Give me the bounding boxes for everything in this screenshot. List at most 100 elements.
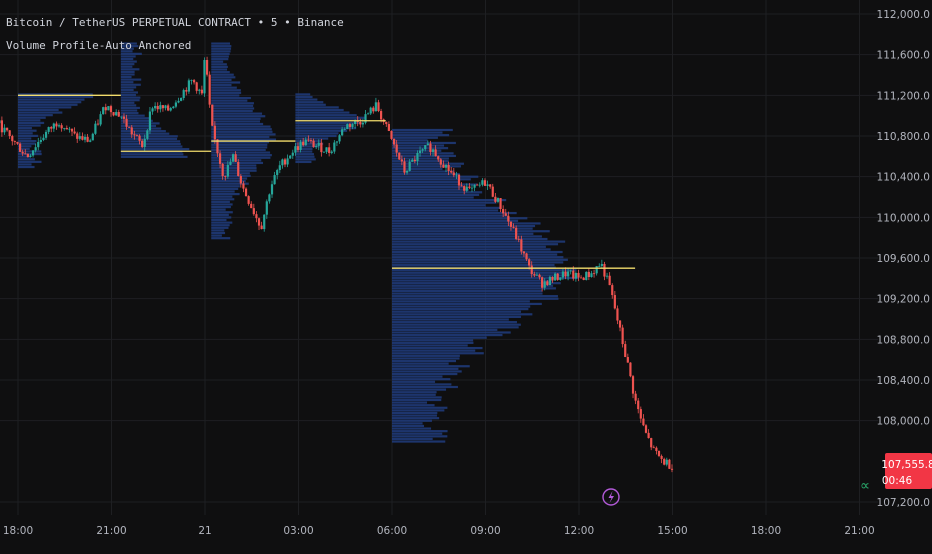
volume-profile-bar [392,139,428,141]
candle-body [497,198,499,202]
volume-profile-bar [392,191,482,193]
candle-body [328,147,330,153]
candle-body [453,173,455,176]
volume-profile-bar [211,188,238,190]
candle-body [292,153,294,156]
volume-profile-bar [392,295,558,297]
volume-profile-bar [211,170,256,172]
candle-body [159,105,161,109]
volume-profile-bar [392,407,447,409]
volume-profile-bar [392,173,460,175]
candle-body [307,140,309,141]
candle-body [55,124,57,127]
volume-profile-bar [211,126,270,128]
volume-profile-bar [18,117,46,119]
volume-profile-bar [392,274,570,276]
candle-body [437,156,439,159]
candle-body [92,134,94,141]
volume-profile-bar [392,298,558,300]
candle-body [183,90,185,98]
candle-body [507,216,509,222]
candle-body [409,162,411,171]
candle-body [671,469,673,470]
candle-body [419,151,421,153]
volume-profile-bar [211,110,253,112]
volume-profile-bar [392,157,449,159]
candle-body [609,276,611,285]
volume-profile-bar [392,399,441,401]
candle-body [598,266,600,267]
indicator-name[interactable]: Volume Profile-Auto Anchored [6,39,191,52]
volume-profile-bar [392,222,541,224]
infinity-icon[interactable]: ∝ [860,478,870,494]
volume-profile-bar [295,153,314,155]
candle-body [375,102,377,111]
candle-body [141,141,143,147]
volume-profile-bar [18,98,84,100]
volume-profile-bar [211,92,241,94]
volume-profile-bar [392,137,438,139]
volume-profile-bar [392,311,521,313]
volume-profile-bar [295,101,323,103]
candle-body [593,273,595,274]
volume-profile-bar [295,137,328,139]
volume-profile-bar [392,329,497,331]
candle-body [577,273,579,278]
candle-body [58,125,60,126]
candle-body [76,133,78,138]
volume-profile-bar [211,222,232,224]
candle-body [481,180,483,185]
volume-profile-bar [121,66,133,68]
candle-body [253,208,255,214]
candle-body [185,90,187,91]
candle-body [42,138,44,140]
candle-body [445,165,447,168]
volume-profile-bar [392,215,508,217]
volume-profile-bar [211,214,229,216]
candle-body [557,274,559,280]
volume-profile-bar [121,153,184,155]
volume-profile-bar [211,237,230,239]
volume-profile-bar [392,209,498,211]
candle-body [48,127,50,132]
volume-profile-bar [211,203,232,205]
volume-profile-bar [211,185,240,187]
candle-body [468,187,470,188]
x-tick-label: 18:00 [3,525,33,537]
volume-profile-bar [18,122,44,124]
candle-body [110,106,112,112]
candle-body [627,357,629,363]
candle-body [74,132,76,134]
volume-profile-bar [392,376,442,378]
volume-profile-bar [392,199,506,201]
y-tick-label: 112,000.0 [877,9,930,21]
volume-profile-bar [121,104,136,106]
volume-profile-bar [121,86,136,88]
candle-body [294,146,296,152]
volume-profile-bar [211,209,225,211]
volume-profile-bar [121,53,142,55]
candle-body [518,239,520,240]
volume-profile-bar [211,50,230,52]
volume-profile-bar [121,84,141,86]
candle-body [370,108,372,114]
y-tick-label: 107,200.0 [877,497,930,509]
volume-profile-bar [392,202,496,204]
volume-profile-bar [18,137,31,139]
volume-profile-bar [392,414,437,416]
candle-body [541,277,543,287]
volume-profile-bar [392,378,450,380]
lightning-icon[interactable] [603,489,619,505]
volume-profile-bar [211,66,228,68]
volume-profile-bar [211,133,275,135]
candle-body [616,308,618,320]
volume-profile-bar [295,135,336,137]
volume-profile-bar [392,220,518,222]
volume-profile-bar [392,287,556,289]
candle-body [190,80,192,81]
price-axis[interactable]: 112,000.0111,600.0111,200.0110,800.0110,… [877,9,930,509]
candle-body [235,154,237,162]
